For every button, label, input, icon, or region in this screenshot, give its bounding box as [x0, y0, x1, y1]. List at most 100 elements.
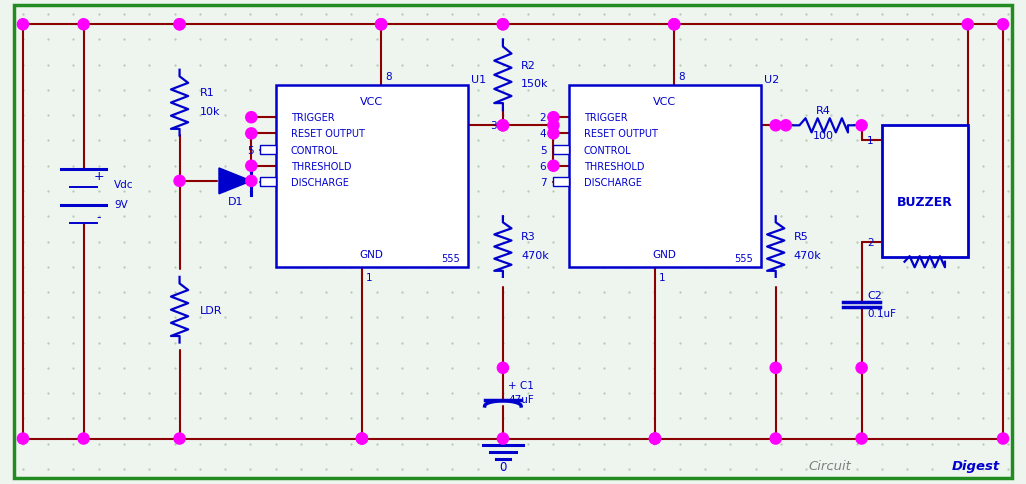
Circle shape — [376, 20, 387, 31]
Text: -: - — [96, 211, 101, 223]
Circle shape — [669, 20, 679, 31]
Circle shape — [246, 112, 256, 123]
Circle shape — [356, 433, 367, 444]
Text: 7: 7 — [246, 178, 253, 187]
Circle shape — [498, 363, 509, 374]
Text: + C1: + C1 — [508, 380, 534, 390]
Text: RESET OUTPUT: RESET OUTPUT — [290, 129, 364, 139]
Circle shape — [78, 20, 89, 31]
Text: 2: 2 — [867, 237, 874, 247]
Text: 0.1uF: 0.1uF — [868, 308, 897, 318]
Text: R3: R3 — [521, 232, 536, 242]
Text: 8: 8 — [385, 72, 392, 82]
Circle shape — [246, 176, 256, 187]
Circle shape — [498, 433, 509, 444]
Text: 470k: 470k — [794, 250, 822, 260]
Text: 9V: 9V — [114, 200, 127, 210]
Circle shape — [246, 161, 256, 172]
Text: U1: U1 — [471, 75, 485, 85]
Text: Vdc: Vdc — [114, 180, 133, 190]
Text: R4: R4 — [817, 106, 831, 116]
Text: TRIGGER: TRIGGER — [584, 113, 627, 123]
Circle shape — [962, 20, 974, 31]
Circle shape — [174, 176, 185, 187]
Text: VCC: VCC — [360, 97, 383, 107]
Bar — [553, 178, 568, 187]
Text: CONTROL: CONTROL — [290, 145, 339, 155]
Bar — [261, 178, 276, 187]
Text: Circuit: Circuit — [808, 459, 852, 472]
Circle shape — [356, 433, 367, 444]
Text: 4: 4 — [540, 129, 546, 139]
Text: 1: 1 — [659, 272, 666, 282]
Bar — [261, 146, 276, 155]
Text: 555: 555 — [734, 253, 752, 263]
Circle shape — [856, 121, 867, 132]
Circle shape — [649, 433, 661, 444]
Text: 6: 6 — [540, 161, 546, 171]
Circle shape — [246, 129, 256, 140]
Text: R1: R1 — [200, 88, 214, 98]
Circle shape — [174, 20, 185, 31]
Circle shape — [548, 121, 559, 132]
Text: DISCHARGE: DISCHARGE — [290, 178, 349, 187]
Circle shape — [17, 20, 29, 31]
Circle shape — [78, 433, 89, 444]
Text: 2: 2 — [246, 113, 253, 123]
Text: D1: D1 — [228, 197, 243, 207]
Circle shape — [548, 161, 559, 172]
Circle shape — [856, 363, 867, 374]
Text: 10k: 10k — [200, 106, 221, 117]
Circle shape — [856, 433, 867, 444]
Text: 100: 100 — [814, 131, 834, 141]
Polygon shape — [219, 168, 251, 195]
Circle shape — [997, 20, 1009, 31]
Circle shape — [548, 112, 559, 123]
Bar — [276, 86, 468, 267]
Circle shape — [669, 20, 679, 31]
Text: 5: 5 — [540, 145, 546, 155]
Bar — [881, 126, 968, 257]
Circle shape — [17, 433, 29, 444]
Circle shape — [174, 433, 185, 444]
Circle shape — [771, 433, 781, 444]
Text: +: + — [93, 170, 104, 183]
Text: VCC: VCC — [653, 97, 676, 107]
Text: 2: 2 — [540, 113, 546, 123]
Text: 8: 8 — [678, 72, 684, 82]
Text: GND: GND — [359, 249, 384, 259]
Text: 3: 3 — [783, 121, 789, 131]
Circle shape — [771, 363, 781, 374]
Bar — [553, 146, 568, 155]
Text: TRIGGER: TRIGGER — [290, 113, 334, 123]
Text: 6: 6 — [246, 161, 253, 171]
Circle shape — [548, 129, 559, 140]
Text: R2: R2 — [521, 60, 536, 71]
Text: 3: 3 — [489, 121, 497, 131]
Circle shape — [498, 20, 509, 31]
Text: GND: GND — [653, 249, 676, 259]
Text: 7: 7 — [540, 178, 546, 187]
Text: 555: 555 — [441, 253, 460, 263]
Bar — [568, 86, 760, 267]
Circle shape — [174, 20, 185, 31]
Circle shape — [498, 121, 509, 132]
Text: 0: 0 — [500, 460, 507, 473]
Text: THRESHOLD: THRESHOLD — [584, 161, 644, 171]
Text: BUZZER: BUZZER — [897, 195, 953, 208]
Text: 47uF: 47uF — [508, 394, 534, 404]
Text: 1: 1 — [366, 272, 372, 282]
Text: R5: R5 — [794, 232, 808, 242]
Circle shape — [997, 433, 1009, 444]
Text: U2: U2 — [763, 75, 779, 85]
Text: THRESHOLD: THRESHOLD — [290, 161, 351, 171]
Text: 4: 4 — [246, 129, 253, 139]
Text: 5: 5 — [246, 145, 253, 155]
Text: DISCHARGE: DISCHARGE — [584, 178, 641, 187]
Circle shape — [498, 20, 509, 31]
Text: LDR: LDR — [200, 305, 223, 315]
Circle shape — [376, 20, 387, 31]
Text: CONTROL: CONTROL — [584, 145, 631, 155]
Text: 470k: 470k — [521, 250, 549, 260]
Circle shape — [771, 121, 781, 132]
